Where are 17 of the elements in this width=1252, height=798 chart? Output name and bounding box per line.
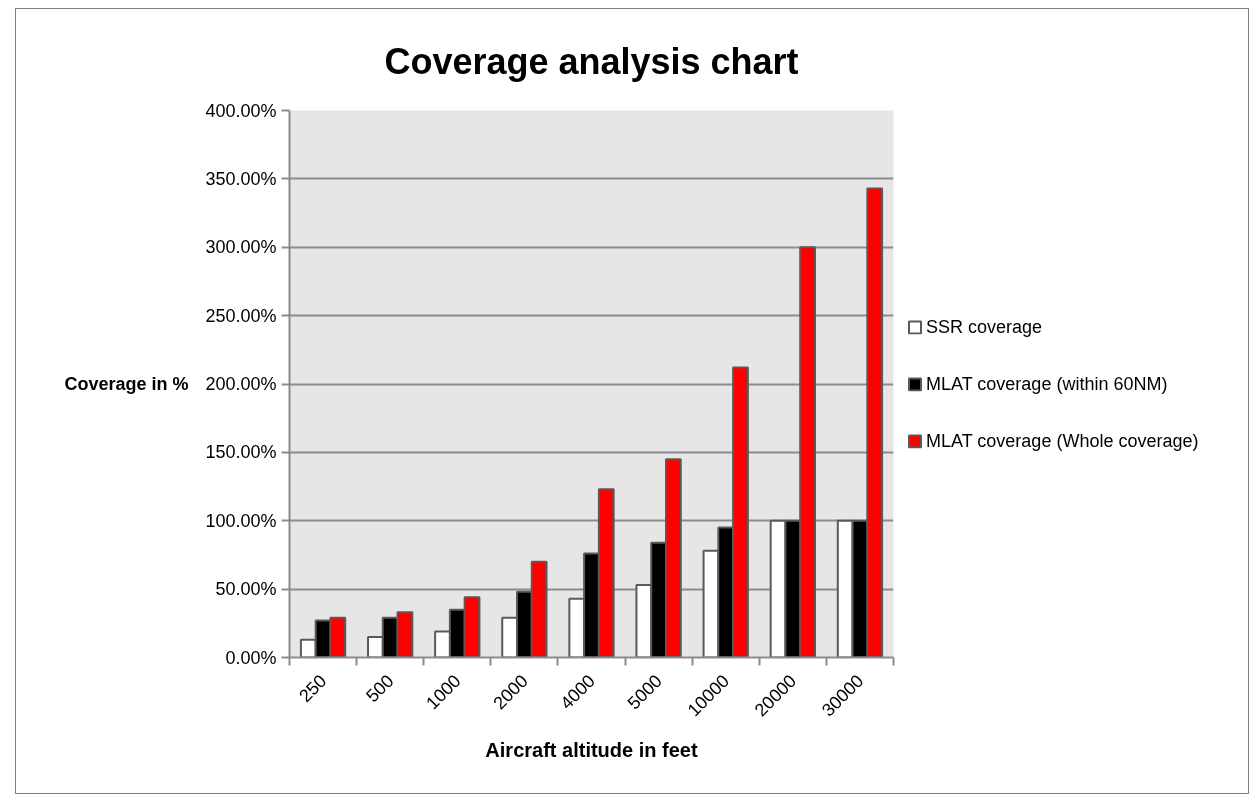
y-tick-label: 250.00% [205, 305, 277, 326]
y-tick-label: 200.00% [205, 374, 277, 394]
chart-title: Coverage analysis chart [384, 40, 799, 82]
x-axis-title: Aircraft altitude in feet [485, 739, 698, 762]
y-tick-label: 150.00% [205, 442, 277, 463]
y-axis-title: Coverage in % [64, 374, 189, 394]
y-tick-label: 0.00% [225, 647, 277, 668]
y-tick-label: 100.00% [205, 510, 277, 531]
y-tick-label: 350.00% [205, 168, 277, 189]
y-tick-label: 400.00% [205, 100, 277, 121]
y-tick-label: 50.00% [215, 579, 277, 600]
legend-label: MLAT coverage (within 60NM) [926, 373, 1168, 394]
legend-label: MLAT coverage (Whole coverage) [926, 430, 1199, 451]
y-tick-label: 300.00% [205, 237, 277, 258]
x-tick-label: 500 [362, 670, 398, 707]
legend-label: SSR coverage [926, 316, 1043, 337]
x-tick-label: 250 [295, 670, 331, 707]
